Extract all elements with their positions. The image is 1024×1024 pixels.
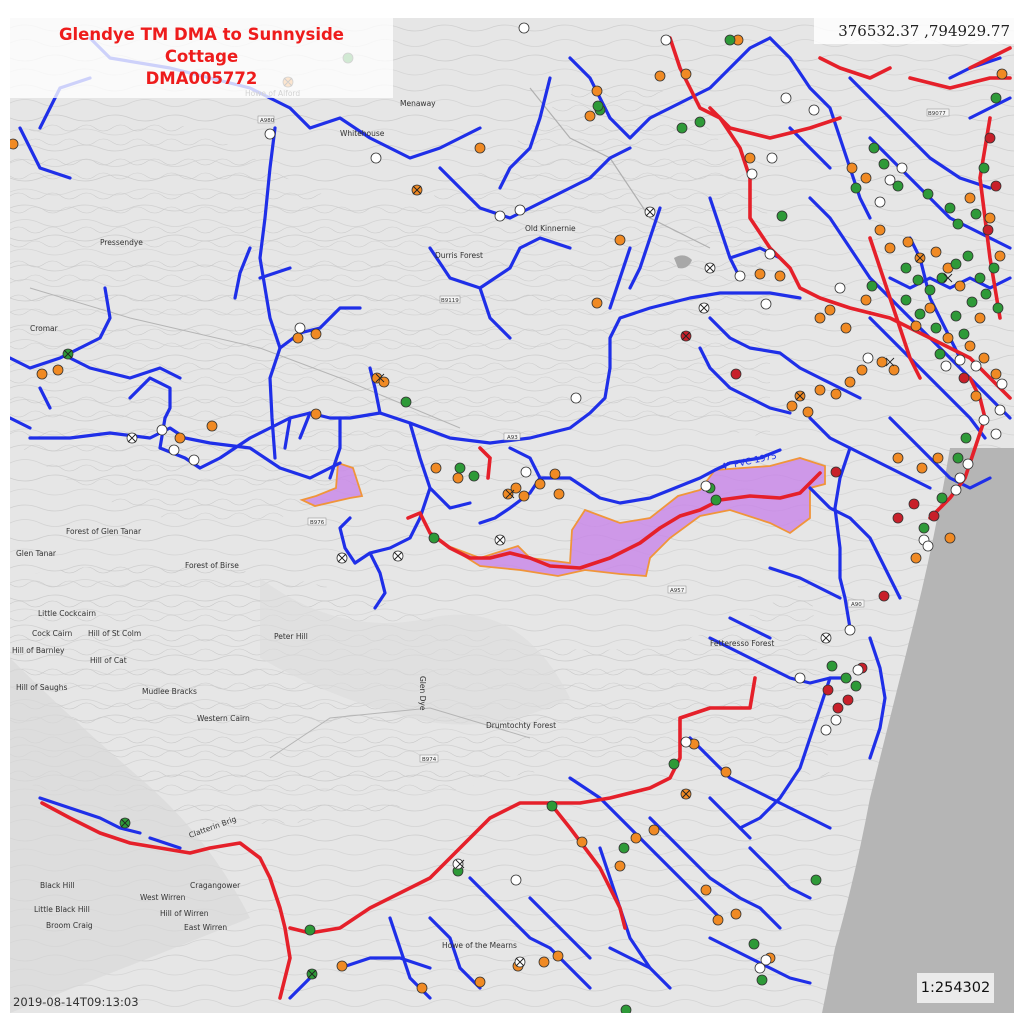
- road-shield: A957: [667, 585, 687, 594]
- place-label: Drumtochty Forest: [486, 721, 556, 730]
- place-label: Menaway: [400, 99, 436, 108]
- valves[interactable]: [10, 22, 1008, 1013]
- scale-indicator: 1:254302: [917, 973, 994, 1003]
- place-label: Hill of St Colm: [88, 629, 141, 638]
- place-label: Glen Tanar: [16, 549, 57, 558]
- svg-text:A980: A980: [260, 118, 275, 124]
- title-line: DMA005772: [145, 69, 258, 88]
- road-labels: A980 B9119 A93 A957 B974 B976: [257, 108, 950, 763]
- place-label: Hill of Barnley: [12, 646, 65, 655]
- svg-text:A90: A90: [851, 602, 862, 608]
- place-label: Howe of the Mearns: [442, 941, 517, 950]
- timestamp: 2019-08-14T09:13:03: [13, 995, 139, 1009]
- place-label: Mudlee Bracks: [142, 687, 197, 696]
- svg-text:B9077: B9077: [928, 111, 946, 117]
- place-label: Old Kinnernie: [525, 224, 576, 233]
- place-label: Hill of Cat: [90, 656, 127, 665]
- place-labels: Howe of Alford Menaway Whitehouse Presse…: [12, 89, 774, 950]
- place-label: Pressendye: [100, 238, 143, 247]
- title-line: Cottage: [164, 47, 239, 66]
- road-shield: A980: [257, 115, 275, 124]
- map-canvas[interactable]: Howe of Alford Menaway Whitehouse Presse…: [10, 18, 1014, 1013]
- place-label: Hill of Saughs: [16, 683, 68, 692]
- svg-text:B976: B976: [310, 520, 325, 526]
- road-shield: A93: [503, 432, 521, 441]
- place-label: Little Black Hill: [34, 905, 90, 914]
- place-label: Glen Dye: [418, 676, 427, 711]
- place-label: Fetteresso Forest: [710, 639, 774, 648]
- svg-text:A93: A93: [507, 435, 518, 441]
- place-label: West Wirren: [140, 893, 186, 902]
- place-label: Cock Cairn: [32, 629, 73, 638]
- place-label: East Wirren: [184, 923, 227, 932]
- place-label: Cragangower: [190, 881, 241, 890]
- dma-area[interactable]: [299, 457, 826, 577]
- place-label: Broom Craig: [46, 921, 93, 930]
- title-line: Glendye TM DMA to Sunnyside: [58, 25, 344, 44]
- place-label: Forest of Glen Tanar: [66, 527, 142, 536]
- distribution-mains[interactable]: [10, 36, 1012, 1000]
- place-label: Cromar: [30, 324, 59, 333]
- svg-text:A957: A957: [670, 588, 685, 594]
- trunk-mains[interactable]: [40, 36, 1012, 1000]
- road-shield: B9077: [926, 108, 950, 117]
- coordinate-readout: 376532.37 ,794929.77: [814, 18, 1014, 44]
- svg-text:B9119: B9119: [441, 298, 459, 304]
- place-label: Whitehouse: [340, 129, 385, 138]
- map-title: Glendye TM DMA to Sunnyside Cottage DMA0…: [10, 18, 393, 98]
- road-shield: B974: [419, 754, 439, 763]
- road-shield: B9119: [439, 295, 461, 304]
- place-label: Peter Hill: [274, 632, 308, 641]
- place-label: Durris Forest: [435, 251, 483, 260]
- place-label: Forest of Birse: [185, 561, 239, 570]
- road-shield: A90: [847, 599, 865, 608]
- sea: [822, 448, 1014, 1013]
- place-label: Western Cairn: [197, 714, 250, 723]
- place-label: Hill of Wirren: [160, 909, 209, 918]
- place-label: Black Hill: [40, 881, 75, 890]
- road-shield: B976: [307, 517, 327, 526]
- svg-text:B974: B974: [422, 757, 437, 763]
- place-label: Little Cockcairn: [38, 609, 96, 618]
- network-map[interactable]: Howe of Alford Menaway Whitehouse Presse…: [10, 18, 1014, 1013]
